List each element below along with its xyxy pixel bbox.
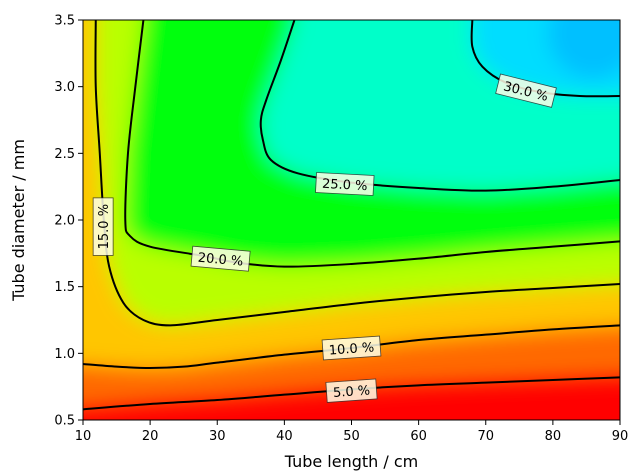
contour-labels: 5.0 %10.0 %15.0 %20.0 %25.0 %30.0 %: [92, 73, 557, 403]
contour-label-box: [92, 197, 114, 256]
contour-line-15: [94, 20, 620, 327]
y-axis-label: Tube diameter / mm: [9, 139, 28, 302]
contour-label-box: [315, 172, 375, 196]
field-peak: [548, 20, 620, 79]
contour-label-15: 15.0 %: [92, 197, 114, 256]
x-axis: 10 20 30 40 50 60 70 80 90: [75, 420, 629, 444]
contour-label-text: 25.0 %: [322, 177, 368, 194]
contour-label-box: [190, 245, 251, 272]
y-tick-label: 2.5: [54, 147, 75, 162]
contour-line-10: [83, 324, 620, 369]
contour-label-box: [325, 378, 378, 403]
x-axis-label: Tube length / cm: [284, 452, 419, 471]
x-tick-label: 90: [612, 429, 629, 444]
contour-label-25: 25.0 %: [315, 172, 375, 196]
contour-label-10: 10.0 %: [321, 335, 382, 361]
x-tick-label: 80: [545, 429, 562, 444]
y-tick-label: 3.5: [54, 14, 75, 29]
x-tick-label: 10: [75, 429, 92, 444]
contour-label-20: 20.0 %: [190, 245, 251, 272]
y-tick-label: 2.0: [54, 214, 75, 229]
y-tick-label: 1.5: [54, 280, 75, 295]
contour-label-text: 20.0 %: [197, 251, 244, 270]
plot-area: 5.0 %10.0 %15.0 %20.0 %25.0 %30.0 %: [82, 19, 621, 421]
contour-label-text: 15.0 %: [97, 204, 112, 249]
contour-label-box: [321, 335, 382, 361]
contour-label-box: [495, 73, 557, 108]
y-axis: 0.5 1.0 1.5 2.0 2.5 3.0 3.5: [54, 14, 83, 429]
x-tick-label: 70: [477, 429, 494, 444]
x-tick-label: 30: [209, 429, 226, 444]
contour-label-5: 5.0 %: [325, 378, 378, 403]
contour-label-text: 5.0 %: [333, 383, 371, 401]
y-tick-label: 3.0: [54, 80, 75, 95]
contour-line-25: [259, 20, 620, 192]
y-tick-label: 1.0: [54, 347, 75, 362]
x-tick-label: 60: [410, 429, 427, 444]
y-tick-label: 0.5: [54, 414, 75, 429]
x-tick-label: 40: [276, 429, 293, 444]
x-tick-label: 50: [343, 429, 360, 444]
x-tick-label: 20: [142, 429, 159, 444]
contour-label-text: 10.0 %: [328, 340, 374, 358]
